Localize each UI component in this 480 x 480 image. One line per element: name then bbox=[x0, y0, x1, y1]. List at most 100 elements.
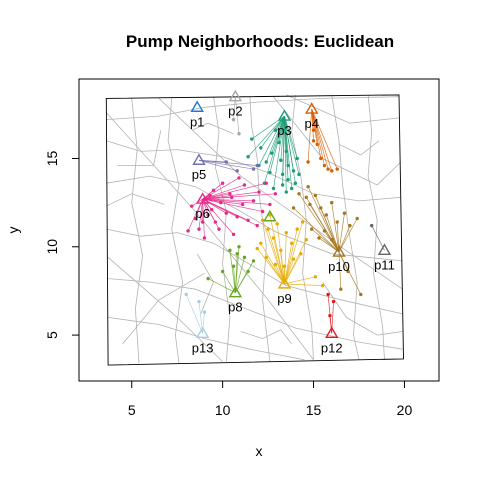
y-tick-label: 10 bbox=[44, 239, 60, 255]
street-segment bbox=[117, 130, 162, 166]
case-point bbox=[273, 128, 278, 132]
x-axis: 5 10 15 20 bbox=[128, 380, 412, 418]
case-point bbox=[220, 181, 225, 185]
pump-label-p13: p13 bbox=[192, 340, 214, 355]
x-tick-label: 15 bbox=[306, 402, 322, 418]
street-segment bbox=[286, 94, 400, 124]
case-point bbox=[266, 227, 270, 231]
pump-marker-p13 bbox=[195, 326, 210, 339]
case-point bbox=[317, 236, 321, 240]
pump-label-p2: p2 bbox=[228, 104, 242, 119]
pump-label-p6: p6 bbox=[195, 206, 209, 221]
street-segment bbox=[106, 112, 314, 361]
case-point bbox=[282, 264, 287, 268]
case-link-line bbox=[185, 294, 203, 334]
case-link-line bbox=[311, 108, 329, 170]
case-link-line bbox=[329, 315, 333, 334]
case-link-line bbox=[258, 115, 285, 166]
case-point bbox=[264, 160, 268, 164]
case-point bbox=[251, 259, 256, 263]
case-point bbox=[322, 229, 327, 233]
case-link-line bbox=[202, 312, 205, 334]
case-link-line bbox=[247, 115, 285, 157]
pump-label-p4: p4 bbox=[304, 116, 318, 131]
pump-marker-p1 bbox=[190, 100, 204, 112]
case-point bbox=[246, 155, 250, 159]
case-link-line bbox=[235, 96, 240, 134]
case-point bbox=[279, 158, 283, 162]
case-point bbox=[255, 223, 259, 228]
case-point bbox=[295, 156, 299, 161]
case-point bbox=[330, 200, 334, 205]
case-point bbox=[280, 172, 285, 177]
y-tick-label: 5 bbox=[44, 331, 60, 339]
case-point bbox=[331, 299, 336, 304]
case-link-line bbox=[265, 115, 285, 163]
pump-marker-p5 bbox=[192, 153, 206, 165]
case-point bbox=[246, 218, 250, 222]
case-link-line bbox=[187, 198, 203, 232]
case-point bbox=[308, 202, 312, 207]
street-segment bbox=[106, 96, 400, 120]
case-point bbox=[310, 227, 314, 231]
case-link-line bbox=[284, 116, 287, 193]
case-point bbox=[259, 146, 263, 150]
case-link-line bbox=[256, 248, 285, 285]
pump-labels: p1 p2 p3 p4 p5 p6 p8 p9 p10 p11 p12 p13 bbox=[190, 104, 395, 356]
street-map bbox=[106, 94, 403, 364]
case-point bbox=[255, 163, 259, 168]
case-point bbox=[284, 149, 288, 154]
street-segment bbox=[249, 96, 271, 362]
case-link-line bbox=[202, 198, 270, 205]
case-point bbox=[190, 204, 194, 208]
case-point bbox=[224, 160, 228, 164]
case-link-line bbox=[202, 198, 234, 235]
pumps bbox=[190, 89, 392, 339]
case-link-line bbox=[262, 220, 285, 284]
case-point bbox=[220, 269, 225, 274]
case-link-line bbox=[284, 276, 316, 285]
case-point bbox=[313, 193, 318, 198]
pump-marker-p7 bbox=[263, 209, 277, 222]
case-link-line bbox=[198, 159, 254, 170]
case-point bbox=[271, 186, 276, 191]
case-link-line bbox=[280, 116, 285, 161]
case-point bbox=[370, 223, 374, 228]
street-segment bbox=[131, 98, 144, 364]
street-segment bbox=[213, 96, 231, 362]
street-segment bbox=[331, 94, 360, 360]
case-point bbox=[237, 132, 241, 136]
case-point bbox=[210, 207, 214, 212]
street-segment bbox=[240, 329, 293, 345]
chart-title: Pump Neighborhoods: Euclidean bbox=[126, 32, 394, 51]
case-point bbox=[315, 142, 319, 147]
case-link-line bbox=[307, 108, 313, 163]
case-point bbox=[355, 216, 359, 221]
case-point bbox=[197, 227, 201, 231]
street-segment bbox=[338, 140, 380, 156]
case-point bbox=[259, 241, 263, 245]
map-border bbox=[105, 94, 404, 366]
case-point bbox=[250, 137, 254, 141]
pump-marker-p8 bbox=[228, 285, 243, 298]
case-point bbox=[293, 181, 298, 185]
case-point bbox=[260, 209, 265, 214]
case-point bbox=[271, 236, 276, 240]
case-point bbox=[264, 181, 268, 185]
case-link-line bbox=[284, 116, 289, 180]
case-point bbox=[257, 190, 261, 194]
street-segment bbox=[158, 98, 403, 290]
case-point bbox=[231, 232, 236, 237]
case-point bbox=[202, 310, 207, 314]
case-link-line bbox=[202, 191, 260, 200]
case-point bbox=[286, 163, 290, 168]
case-point bbox=[186, 229, 190, 233]
pump-marker-p10 bbox=[332, 245, 346, 257]
street-segment bbox=[106, 193, 165, 207]
case-link-line bbox=[269, 214, 285, 284]
pump-label-p8: p8 bbox=[228, 300, 242, 315]
case-link-line bbox=[198, 199, 203, 230]
case-point bbox=[219, 200, 223, 205]
case-link-line bbox=[284, 221, 303, 284]
